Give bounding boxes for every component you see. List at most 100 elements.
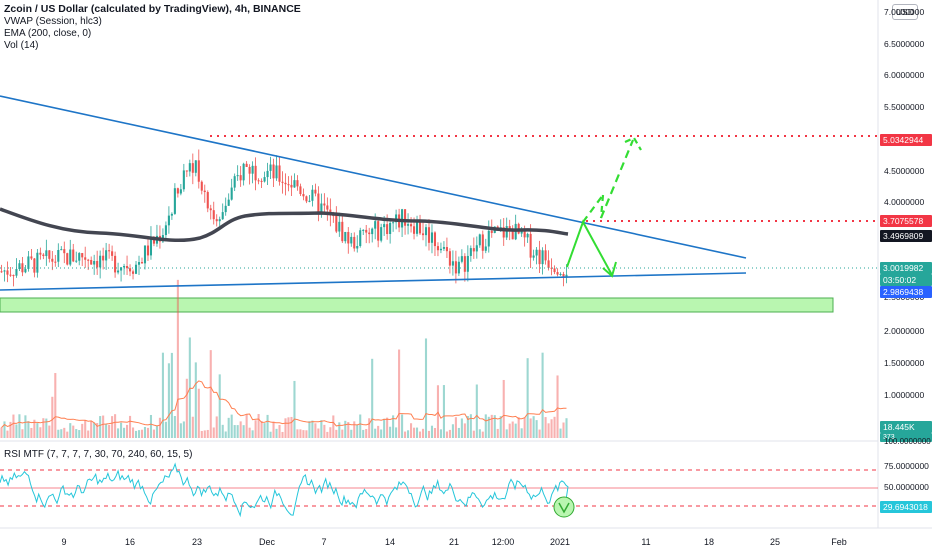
volume-bar bbox=[281, 431, 284, 438]
volume-bar bbox=[392, 415, 395, 438]
volume-bar bbox=[102, 415, 105, 438]
volume-bar bbox=[206, 429, 209, 438]
volume-bar bbox=[547, 423, 550, 438]
volume-bar bbox=[439, 429, 442, 438]
volume-bar bbox=[520, 428, 523, 438]
candle-body bbox=[335, 215, 338, 232]
volume-bar bbox=[260, 421, 263, 438]
volume-bars bbox=[0, 279, 568, 438]
time-tick: 14 bbox=[384, 537, 396, 547]
volume-bar bbox=[191, 416, 194, 438]
candle-body bbox=[194, 160, 197, 173]
time-tick: 16 bbox=[124, 537, 136, 547]
volume-bar bbox=[185, 378, 188, 438]
volume-bar bbox=[553, 416, 556, 438]
target-price-tag: 5.0342944 bbox=[880, 134, 932, 146]
symbol-title[interactable]: Zcoin / US Dollar (calculated by Trading… bbox=[4, 3, 301, 15]
volume-bar bbox=[472, 430, 475, 438]
volume-bar bbox=[320, 420, 323, 438]
volume-bar bbox=[374, 428, 377, 438]
candle-body bbox=[182, 170, 185, 190]
volume-bar bbox=[296, 429, 299, 438]
volume-bar bbox=[353, 421, 356, 438]
candle-body bbox=[143, 245, 147, 264]
volume-bar bbox=[502, 379, 505, 438]
volume-bar bbox=[134, 430, 138, 438]
candle-body bbox=[496, 226, 499, 228]
candle-body bbox=[347, 231, 350, 244]
candle-body bbox=[439, 248, 442, 251]
support-trendline[interactable] bbox=[0, 272, 747, 291]
currency-button[interactable]: USD bbox=[892, 4, 918, 20]
volume-bar bbox=[526, 358, 529, 438]
volume-bar bbox=[230, 414, 233, 438]
candle-body bbox=[526, 233, 529, 238]
candle-body bbox=[78, 253, 81, 261]
descending-trendline[interactable] bbox=[0, 95, 747, 259]
candle-body bbox=[60, 249, 63, 251]
candle-body bbox=[48, 250, 51, 259]
volume-bar bbox=[550, 419, 553, 438]
candle-body bbox=[191, 163, 194, 173]
price-tick: 6.5000000 bbox=[884, 39, 925, 49]
rsi-tick: 50.0000000 bbox=[884, 482, 929, 492]
candle-body bbox=[448, 251, 451, 266]
candle-body bbox=[75, 260, 78, 262]
volume-bar bbox=[323, 424, 326, 438]
volume-bar bbox=[371, 358, 374, 438]
candle-body bbox=[436, 246, 440, 251]
time-tick: 9 bbox=[61, 537, 67, 547]
ema-legend[interactable]: EMA (200, close, 0) bbox=[4, 28, 92, 39]
candle-body bbox=[218, 219, 221, 222]
candle-body bbox=[541, 250, 544, 265]
volume-bar bbox=[42, 418, 45, 438]
candle-body bbox=[532, 255, 535, 258]
vwap-legend[interactable]: VWAP (Session, hlc3) bbox=[4, 16, 102, 27]
candle-body bbox=[15, 269, 18, 276]
volume-bar bbox=[430, 425, 434, 438]
volume-bar bbox=[90, 421, 93, 438]
demand-zone[interactable] bbox=[0, 297, 834, 313]
volume-bar bbox=[484, 414, 487, 438]
candle-body bbox=[412, 226, 416, 234]
volume-bar bbox=[532, 416, 535, 438]
candle-body bbox=[149, 236, 153, 256]
volume-bar bbox=[239, 421, 242, 438]
volume-bar bbox=[505, 429, 508, 438]
candle-body bbox=[12, 275, 15, 277]
volume-legend[interactable]: Vol (14) bbox=[4, 40, 39, 51]
candle-body bbox=[380, 227, 383, 241]
volume-bar bbox=[412, 427, 416, 438]
candle-body bbox=[418, 221, 422, 234]
candle-body bbox=[233, 176, 236, 188]
candle-body bbox=[383, 224, 386, 228]
candle-body bbox=[87, 259, 90, 261]
candle-body bbox=[105, 250, 108, 261]
candle-body bbox=[389, 222, 392, 234]
candle-body bbox=[251, 165, 254, 174]
candle-body bbox=[392, 222, 395, 224]
candle-body bbox=[117, 270, 120, 273]
candle-body bbox=[114, 255, 117, 273]
rsi-oversold-marker bbox=[553, 496, 575, 518]
candle-body bbox=[344, 231, 347, 242]
rsi-legend[interactable]: RSI MTF (7, 7, 7, 7, 30, 70, 240, 60, 15… bbox=[4, 449, 193, 460]
volume-bar bbox=[140, 429, 144, 438]
candle-body bbox=[484, 246, 487, 251]
candle-body bbox=[81, 253, 84, 258]
volume-bar bbox=[290, 416, 293, 438]
candle-body bbox=[508, 226, 511, 230]
candle-body bbox=[170, 213, 173, 216]
ema-line[interactable] bbox=[0, 207, 569, 243]
volume-bar bbox=[424, 338, 428, 438]
candle-body bbox=[137, 262, 141, 265]
candle-body bbox=[529, 233, 532, 258]
time-tick: 21 bbox=[448, 537, 460, 547]
candle-body bbox=[167, 215, 170, 226]
volume-bar bbox=[72, 425, 75, 438]
candle-body bbox=[140, 262, 144, 264]
volume-bar bbox=[451, 424, 454, 438]
candle-body bbox=[308, 200, 311, 202]
